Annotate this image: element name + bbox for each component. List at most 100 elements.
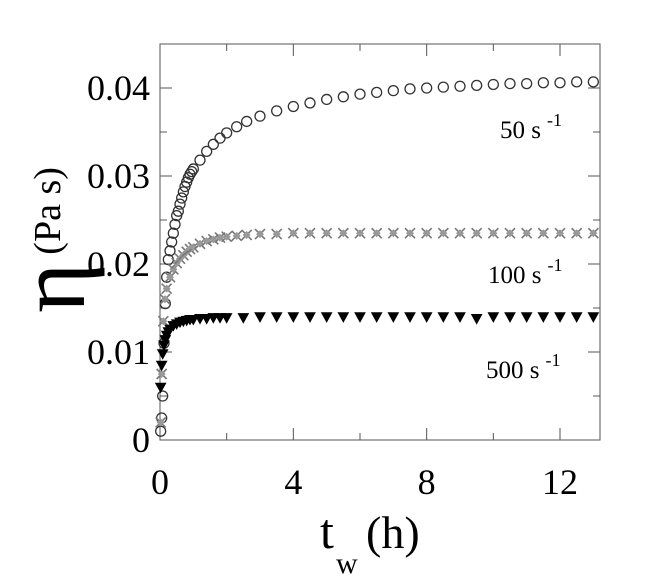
data-point (167, 227, 179, 239)
data-point (354, 312, 366, 323)
series-label: 50 s -1 (500, 110, 562, 144)
data-point-fill (162, 284, 171, 293)
data-point (570, 312, 583, 323)
y-tick-label: 0.03 (87, 156, 150, 196)
data-point (166, 236, 178, 248)
data-point (200, 314, 213, 325)
data-point (174, 198, 186, 210)
data-point-fill (242, 230, 251, 239)
data-point (554, 77, 566, 89)
svg-text:η (Pa s): η (Pa s) (0, 167, 105, 313)
data-point-fill (589, 229, 598, 238)
data-point-fill (256, 230, 264, 239)
data-point (437, 81, 449, 93)
data-point (371, 86, 383, 99)
data-point-fill (472, 229, 481, 238)
data-point (254, 110, 266, 122)
data-point (186, 165, 198, 178)
data-point-fill (406, 229, 414, 238)
series-label: 100 s -1 (488, 255, 562, 289)
data-point-fill (522, 229, 531, 238)
data-point (237, 313, 250, 324)
data-point-fill (159, 317, 168, 326)
data-point (587, 312, 600, 323)
data-point (404, 83, 416, 95)
data-point (387, 312, 400, 323)
data-point (214, 132, 226, 144)
data-point-fill (489, 229, 498, 238)
data-point (201, 145, 213, 158)
data-point (187, 314, 200, 326)
series-0 (155, 76, 599, 437)
data-point (254, 312, 266, 323)
data-point (537, 77, 549, 89)
data-point (187, 163, 199, 175)
data-point (177, 186, 189, 198)
data-point (554, 312, 566, 323)
x-tick-label: 12 (542, 462, 578, 502)
data-point-fill (232, 231, 241, 240)
data-point (155, 425, 167, 437)
y-axis-label: η (Pa s) (0, 167, 105, 313)
data-point (470, 314, 483, 325)
data-point (337, 312, 350, 323)
data-point (521, 77, 533, 90)
data-point (155, 360, 168, 372)
data-point (437, 312, 450, 323)
data-point (354, 88, 366, 100)
data-point (387, 84, 399, 97)
data-point (587, 76, 599, 88)
data-point-fill (439, 229, 448, 238)
data-point-fill (556, 229, 564, 238)
data-point (504, 312, 516, 323)
data-point (221, 127, 233, 139)
data-point (520, 312, 533, 323)
data-point (571, 76, 583, 88)
data-point-fill (422, 229, 431, 238)
axis-ticks (159, 43, 600, 441)
y-tick-label: 0.01 (87, 332, 150, 372)
data-point (421, 82, 433, 94)
data-point (487, 78, 499, 91)
data-point (304, 97, 316, 109)
data-point (164, 245, 176, 257)
data-point-fill (216, 233, 224, 242)
data-point (157, 390, 169, 402)
data-point (504, 77, 516, 90)
x-axis-subscript: w (336, 547, 358, 579)
series-2 (154, 312, 600, 394)
data-point (154, 382, 167, 394)
data-point (231, 121, 243, 133)
data-point-fill (456, 229, 464, 238)
data-point (169, 218, 181, 231)
data-point (337, 91, 349, 103)
data-point-fill (189, 243, 198, 252)
data-point (172, 205, 184, 217)
data-point (471, 79, 483, 92)
data-point (287, 312, 300, 323)
data-point-fill (356, 229, 364, 238)
data-point-fill (306, 229, 314, 238)
data-point-fill (157, 370, 166, 378)
data-point-fill (506, 229, 514, 238)
series-1 (155, 227, 599, 428)
data-point-fill (572, 229, 581, 238)
data-point (287, 100, 299, 113)
plot-frame (159, 43, 601, 441)
y-tick-label: 0.02 (87, 244, 150, 284)
series-layer (154, 76, 600, 437)
data-point-fill (289, 229, 298, 238)
x-tick-label: 0 (151, 462, 169, 502)
data-point (271, 105, 283, 117)
data-point-fill (156, 418, 165, 427)
data-point (487, 312, 500, 323)
data-point (537, 312, 550, 323)
y-tick-label: 0.04 (87, 68, 150, 108)
data-point-fill (272, 230, 281, 239)
data-point (320, 312, 333, 323)
series-labels: 50 s -1 100 s -1 500 s -1 (486, 110, 562, 384)
data-point (321, 93, 333, 106)
data-point-fill (389, 229, 398, 238)
data-point (207, 138, 219, 150)
